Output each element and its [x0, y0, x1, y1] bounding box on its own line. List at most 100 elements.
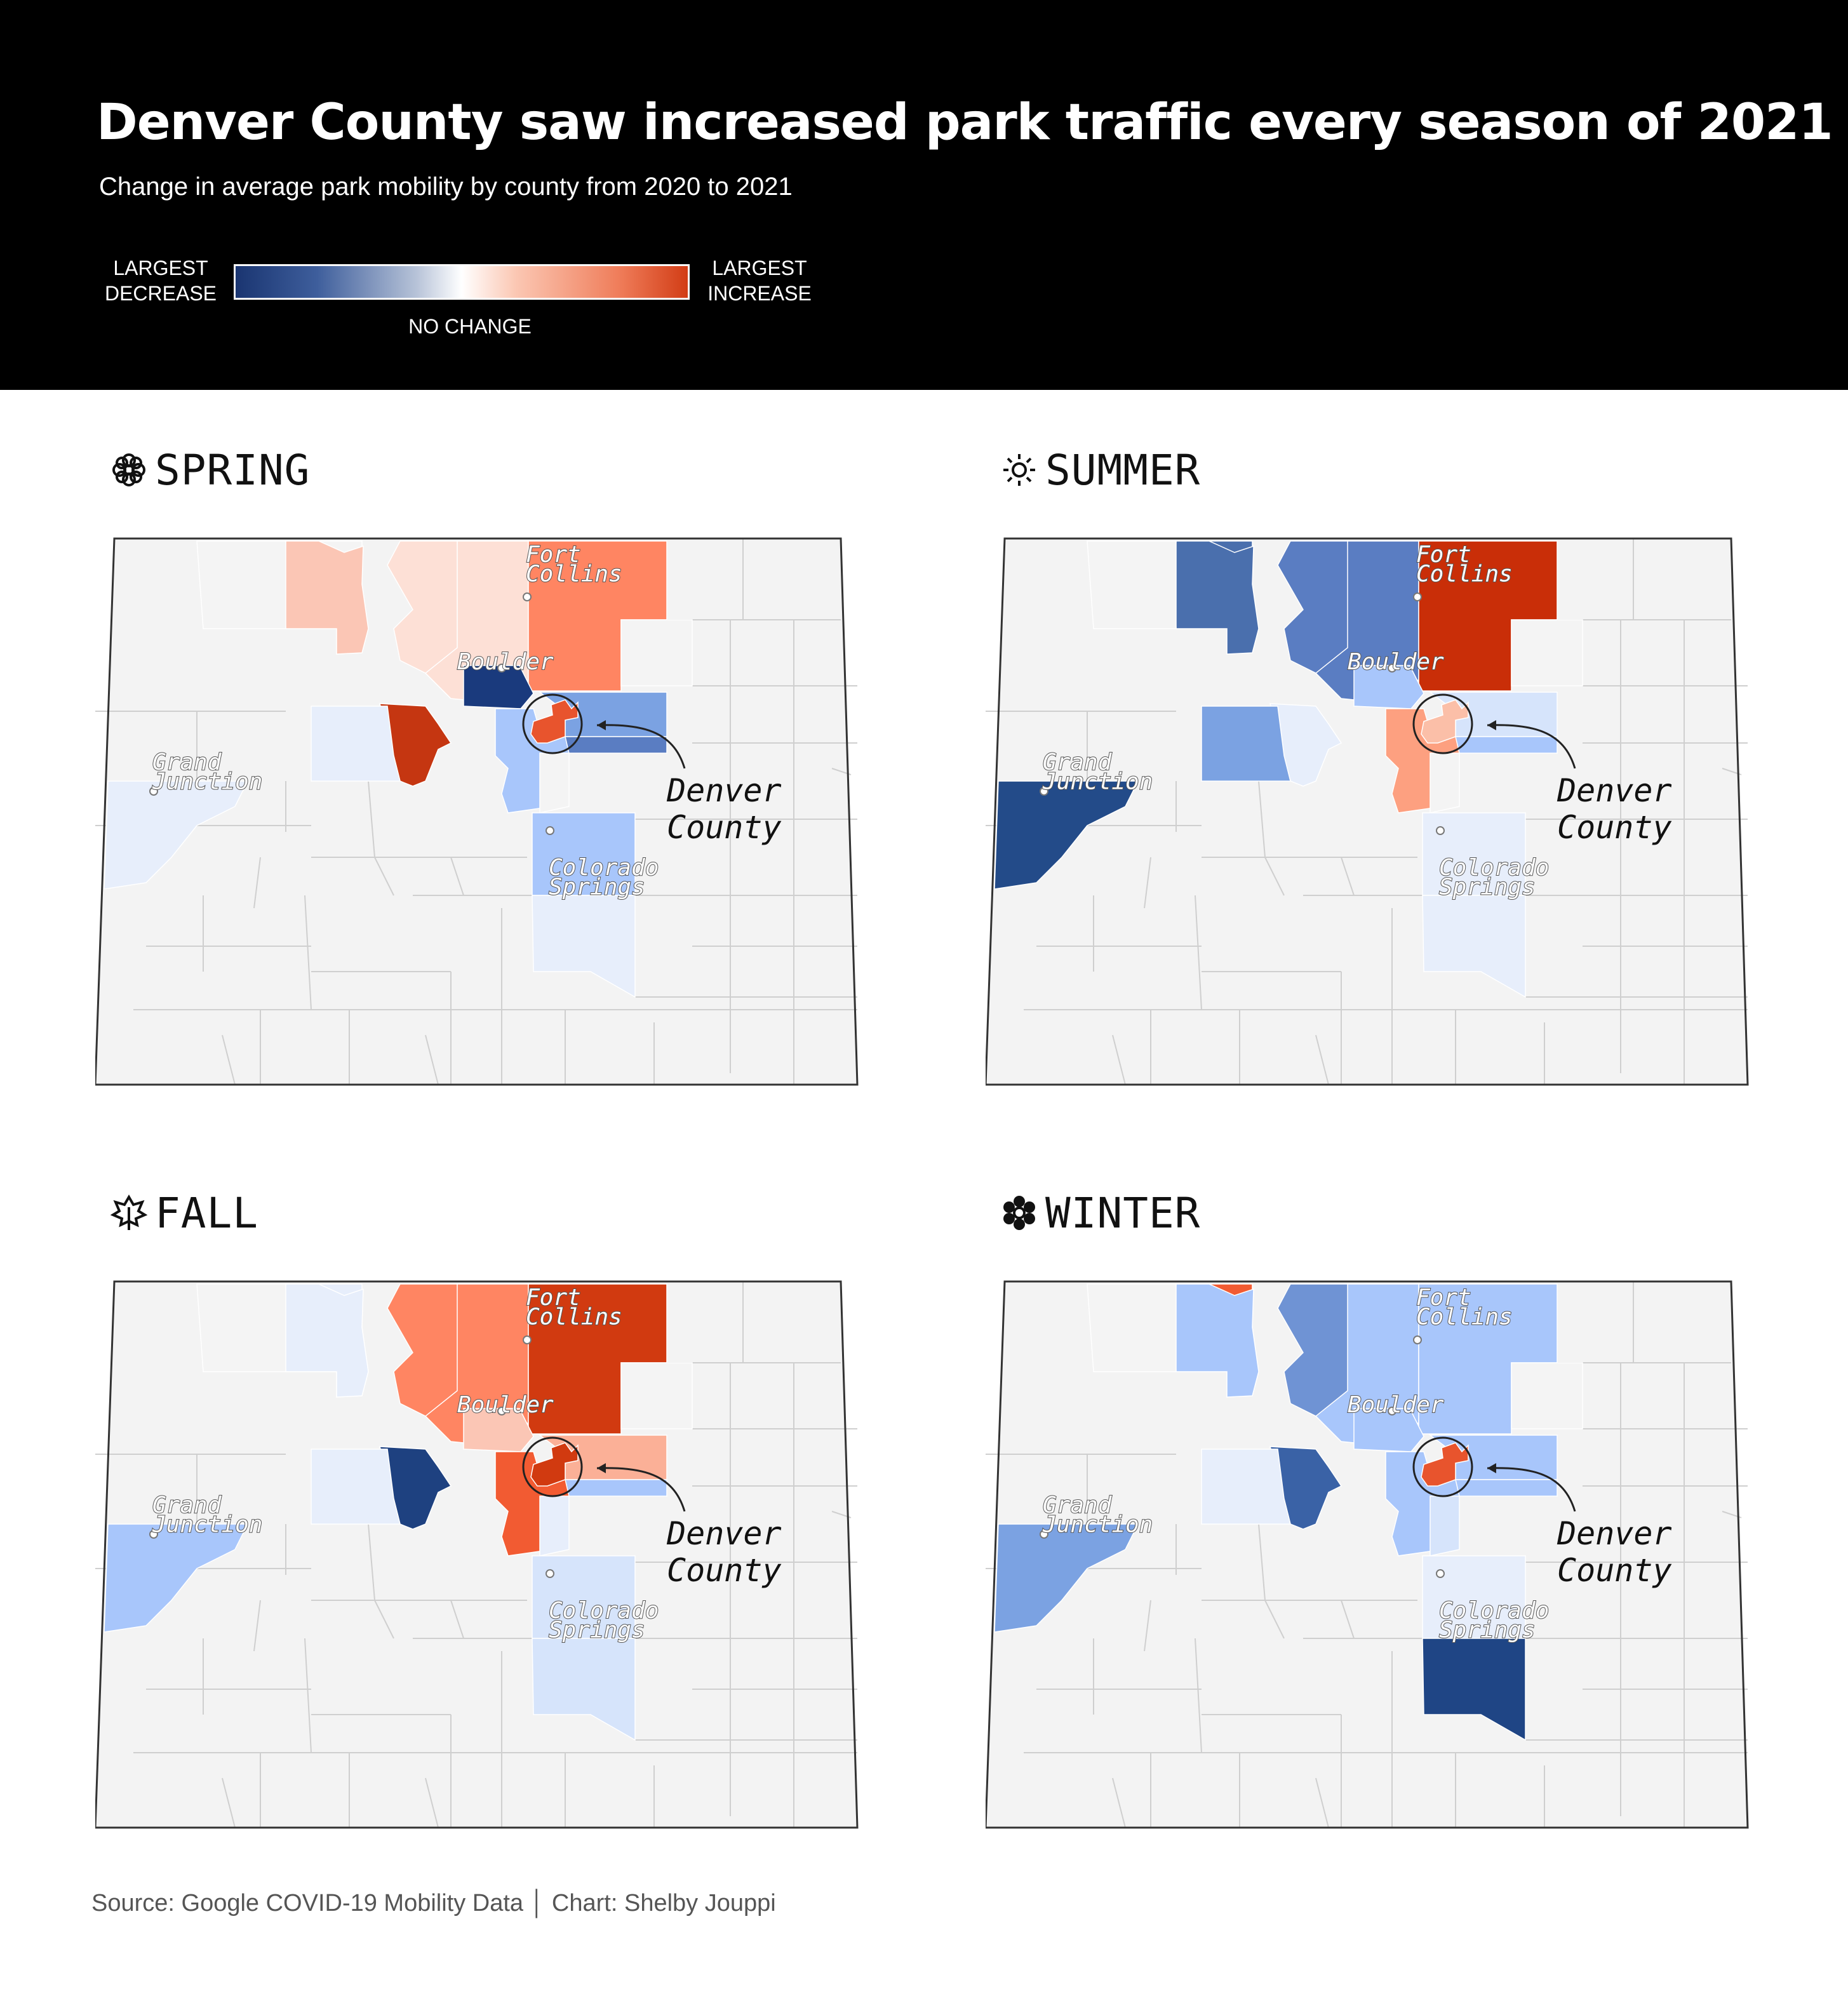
map-panel-summer: SUMMER Fort Collins Boulder Grand Junction Col…: [986, 445, 1798, 1143]
county-morgan: [620, 619, 693, 686]
city-dot: [497, 1407, 506, 1415]
county-border: [368, 1523, 375, 1601]
county-border: [374, 1600, 394, 1639]
city-label-colorado-springs: Colorado Springs: [549, 1598, 659, 1643]
city-dot: [546, 1569, 554, 1578]
city-dot: [497, 664, 506, 672]
city-dot: [1040, 787, 1048, 796]
city-label-boulder: Boulder: [457, 1392, 554, 1418]
colorado-map: Fort Collins Boulder Grand Junction Colorado S…: [986, 1280, 1749, 1829]
city-label-grand-junction: Grand Junction: [1042, 1492, 1153, 1538]
denver-highlight-circle: [522, 693, 583, 754]
city-dot: [546, 826, 554, 835]
city-label-boulder: Boulder: [1348, 649, 1444, 675]
county-summit: [1201, 706, 1291, 782]
city-dot: [1436, 826, 1445, 835]
county-borders: [95, 1281, 857, 1828]
denver-county-annotation: Denver County: [1557, 772, 1672, 846]
county-mesa: [104, 780, 249, 890]
leaf-icon: [110, 1194, 147, 1230]
annotation-arrow: [596, 1467, 686, 1512]
county-border: [425, 1777, 439, 1828]
county-border: [304, 895, 312, 1010]
county-morgan: [620, 1362, 693, 1429]
snowflake-icon: [1003, 1196, 1035, 1230]
page-title: Denver County saw increased park traffic…: [97, 94, 1833, 151]
county-border: [304, 1638, 312, 1753]
state-outline: [95, 1280, 859, 1829]
county-arapahoe: [1455, 736, 1558, 754]
season-label: WINTER: [1045, 1188, 1201, 1238]
county-summit: [311, 706, 401, 782]
county-douglas: [1430, 1496, 1460, 1556]
county-boulder: [1353, 665, 1424, 709]
sun-icon: [1003, 454, 1035, 486]
county-border: [1264, 857, 1285, 896]
county-border: [1264, 1600, 1285, 1639]
county-border: [222, 1777, 236, 1828]
city-label-fort-collins: Fort Collins: [1416, 542, 1513, 587]
season-header: FALL: [110, 1188, 258, 1238]
city-label-fort-collins: Fort Collins: [526, 1285, 622, 1330]
denver-highlight-circle: [522, 1436, 583, 1497]
city-dot: [1040, 1530, 1048, 1539]
city-dot: [149, 787, 158, 796]
county-denver: [530, 699, 579, 744]
county-routt: [196, 1283, 286, 1372]
city-dot: [1436, 1569, 1445, 1578]
city-dot: [523, 1335, 532, 1344]
annotation-arrow: [1487, 724, 1576, 769]
county-border: [1144, 857, 1151, 909]
season-label: SUMMER: [1045, 445, 1201, 495]
city-label-colorado-springs: Colorado Springs: [1439, 855, 1549, 900]
county-elpaso-s: [532, 1638, 636, 1741]
season-label: SPRING: [155, 445, 311, 495]
county-mesa: [994, 780, 1139, 890]
county-arapahoe: [565, 736, 667, 754]
city-label-boulder: Boulder: [1348, 1392, 1444, 1418]
city-label-boulder: Boulder: [457, 649, 554, 675]
county-denver: [1421, 1442, 1469, 1487]
denver-county-annotation: Denver County: [1557, 1515, 1672, 1589]
city-label-grand-junction: Grand Junction: [1042, 749, 1153, 795]
season-label: FALL: [155, 1188, 258, 1238]
map-panel-winter: WINTER Fort Collins Boulder Grand Junction Col…: [986, 1188, 1798, 1886]
city-label-grand-junction: Grand Junction: [152, 1492, 262, 1538]
county-boulder: [463, 1408, 534, 1452]
county-border: [374, 857, 394, 896]
county-border: [1144, 1600, 1151, 1652]
city-dot: [1388, 1407, 1396, 1415]
state-outline: [986, 537, 1749, 1086]
annotation-arrow: [596, 724, 686, 769]
colorado-map: Fort Collins Boulder Grand Junction Colorado S…: [986, 537, 1749, 1086]
map-panel-spring: SPRING Fort Collins Boulder Grand Junction Col…: [95, 445, 908, 1143]
county-morgan: [1511, 619, 1583, 686]
city-label-fort-collins: Fort Collins: [1416, 1285, 1513, 1330]
arrow-head: [1487, 1463, 1496, 1473]
county-border: [1195, 895, 1202, 1010]
season-header: WINTER: [1001, 1188, 1200, 1238]
county-border: [425, 1034, 439, 1085]
arrow-head: [597, 720, 606, 730]
county-boulder: [1353, 1408, 1424, 1452]
county-douglas: [1430, 753, 1460, 813]
county-border: [1112, 1034, 1126, 1085]
season-header: SPRING: [110, 445, 310, 495]
denver-county-annotation: Denver County: [666, 1515, 782, 1589]
annotation-arrow: [1487, 1467, 1576, 1512]
county-borders: [986, 539, 1748, 1085]
county-border: [1315, 1777, 1329, 1828]
county-summit: [311, 1449, 401, 1525]
county-border: [450, 857, 464, 896]
state-outline: [95, 537, 859, 1086]
flower-icon: [112, 453, 145, 486]
county-border: [450, 1600, 464, 1639]
color-scale-bar: [234, 264, 690, 300]
city-dot: [523, 592, 532, 601]
county-routt: [1087, 1283, 1177, 1372]
county-summit: [1201, 1449, 1291, 1525]
city-label-grand-junction: Grand Junction: [152, 749, 262, 795]
colorado-map: Fort Collins Boulder Grand Junction Colorado S…: [95, 537, 859, 1086]
page-subtitle: Change in average park mobility by count…: [99, 173, 793, 201]
source-credit: Source: Google COVID-19 Mobility Data │ …: [91, 1890, 776, 1917]
